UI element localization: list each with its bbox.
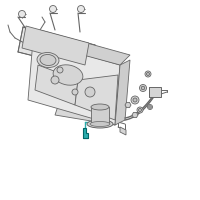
Ellipse shape — [90, 121, 110, 127]
Ellipse shape — [87, 120, 113, 128]
Ellipse shape — [53, 65, 83, 85]
Polygon shape — [22, 26, 89, 65]
Circle shape — [51, 76, 59, 84]
Circle shape — [57, 67, 63, 73]
Circle shape — [145, 71, 151, 77]
Ellipse shape — [40, 54, 56, 66]
Polygon shape — [132, 112, 138, 118]
Circle shape — [149, 106, 151, 108]
Polygon shape — [55, 100, 120, 125]
Circle shape — [85, 87, 95, 97]
Circle shape — [50, 5, 57, 12]
Polygon shape — [35, 65, 78, 105]
Polygon shape — [75, 75, 118, 120]
Polygon shape — [91, 107, 109, 124]
Ellipse shape — [37, 52, 59, 68]
Circle shape — [131, 96, 139, 104]
Circle shape — [138, 108, 142, 112]
Circle shape — [140, 84, 146, 92]
Circle shape — [18, 10, 26, 18]
Polygon shape — [18, 27, 95, 70]
Polygon shape — [149, 87, 161, 97]
Circle shape — [78, 5, 84, 12]
Circle shape — [133, 98, 137, 102]
Ellipse shape — [91, 104, 109, 110]
Polygon shape — [83, 128, 88, 138]
Circle shape — [72, 89, 78, 95]
Polygon shape — [120, 127, 126, 135]
Polygon shape — [115, 60, 130, 125]
Polygon shape — [28, 30, 130, 65]
Circle shape — [137, 107, 143, 113]
Circle shape — [141, 86, 145, 90]
Circle shape — [148, 104, 153, 110]
Polygon shape — [125, 102, 131, 108]
Polygon shape — [28, 40, 120, 125]
Circle shape — [146, 72, 150, 75]
